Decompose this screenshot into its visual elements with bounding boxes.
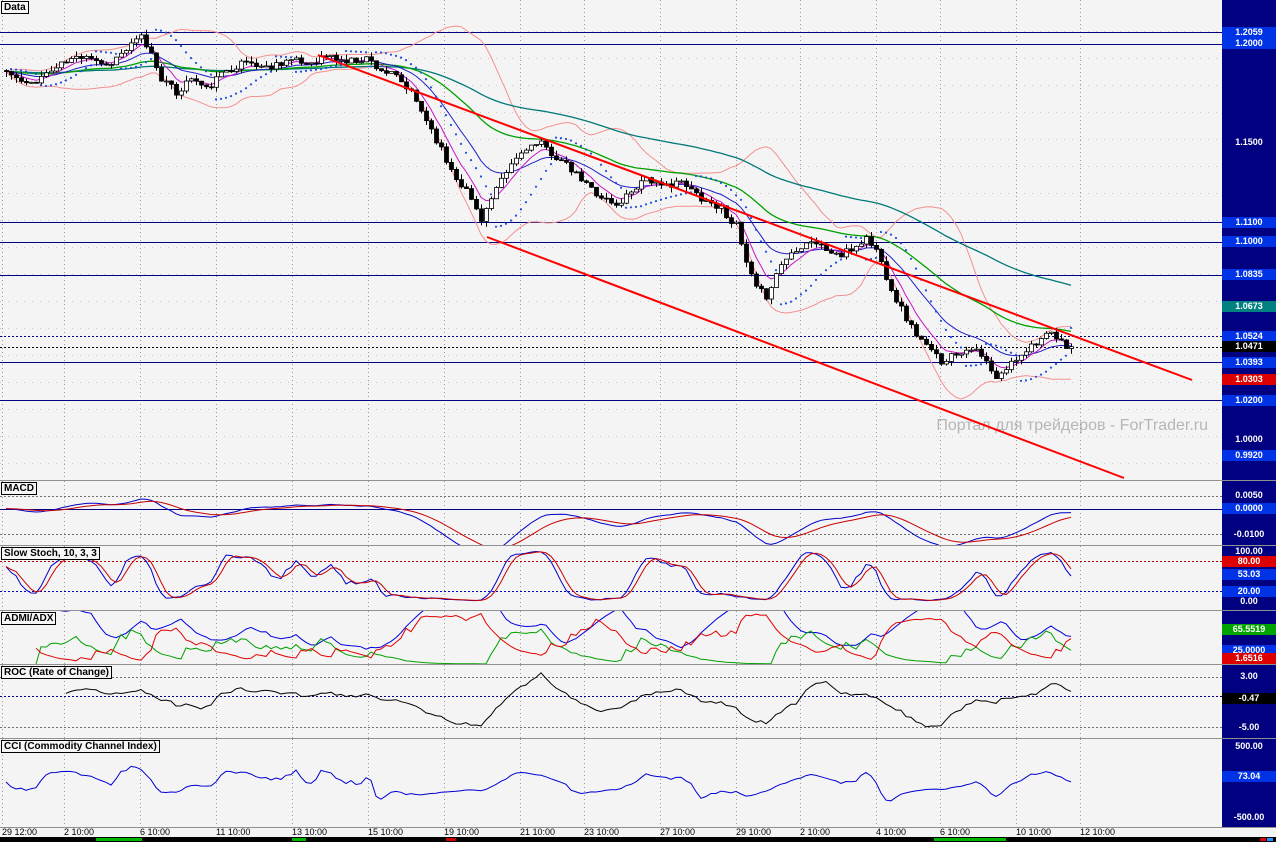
scale-label: 500.00 [1235, 741, 1263, 751]
scale-label: 1.0000 [1235, 434, 1263, 444]
price-chart-panel[interactable]: Портал для трейдеров - ForTrader.ru Data [0, 0, 1222, 480]
price-badge: 1.0303 [1222, 374, 1276, 385]
scale-label: 0.00 [1240, 596, 1258, 606]
data-availability-bar [0, 837, 1276, 842]
price-badge: 1.1000 [1222, 236, 1276, 247]
panel-title-data: Data [1, 1, 29, 14]
time-label: 2 10:00 [64, 827, 95, 837]
stochastic-scale[interactable]: 100.00 80.00 53.03 20.00 0.00 [1222, 545, 1276, 610]
adx-panel[interactable]: ADMI/ADX [0, 610, 1222, 664]
stochastic-panel[interactable]: Slow Stoch, 10, 3, 3 [0, 545, 1222, 610]
time-label: 2 10:00 [800, 827, 831, 837]
price-badge: 73.04 [1222, 771, 1276, 782]
time-label: 29 10:00 [736, 827, 772, 837]
price-badge: 1.2000 [1222, 38, 1276, 49]
cci-canvas[interactable] [0, 739, 1222, 827]
time-label: 13 10:00 [292, 827, 328, 837]
macd-panel[interactable]: MACD [0, 480, 1222, 545]
time-label: 19 10:00 [444, 827, 480, 837]
scale-label: -0.0100 [1233, 529, 1265, 539]
scale-label: 3.00 [1240, 671, 1258, 681]
cci-scale[interactable]: 500.00 73.04 -500.00 [1222, 738, 1276, 827]
price-badge: 0.0000 [1222, 503, 1276, 514]
price-badge: 1.0673 [1222, 301, 1276, 312]
time-label: 12 10:00 [1080, 827, 1116, 837]
price-badge: 1.1100 [1222, 217, 1276, 228]
price-badge: 0.9920 [1222, 450, 1276, 461]
scale-label: -5.00 [1238, 722, 1260, 732]
price-badge: 25.0000 [1222, 645, 1276, 656]
roc-panel[interactable]: ROC (Rate of Change) [0, 664, 1222, 738]
price-badge: 53.03 [1222, 569, 1276, 580]
panel-title-adx: ADMI/ADX [1, 612, 57, 625]
price-scale[interactable]: 1.2059 1.2000 1.1500 1.1100 1.1000 1.0835 1.06… [1222, 0, 1276, 480]
panel-title-macd: MACD [1, 482, 37, 495]
time-label: 10 10:00 [1016, 827, 1052, 837]
panel-title-stochastic: Slow Stoch, 10, 3, 3 [1, 547, 100, 560]
panel-title-cci: CCI (Commodity Channel Index) [1, 740, 160, 753]
scale-label: 1.1500 [1235, 137, 1263, 147]
time-label: 29 12:00 [2, 827, 38, 837]
macd-canvas[interactable] [0, 481, 1222, 545]
cci-panel[interactable]: CCI (Commodity Channel Index) [0, 738, 1222, 827]
panel-title-roc: ROC (Rate of Change) [1, 666, 112, 679]
macd-scale[interactable]: 0.0050 0.0000 -0.0100 [1222, 480, 1276, 545]
scale-label: 0.0050 [1235, 490, 1263, 500]
connection-status-icon [1260, 838, 1266, 841]
time-label: 4 10:00 [876, 827, 907, 837]
price-badge: 65.5519 [1222, 624, 1276, 635]
status-segment [446, 838, 456, 841]
price-badge: 1.0200 [1222, 395, 1276, 406]
scale-label: -500.00 [1233, 812, 1265, 822]
price-chart-canvas[interactable] [0, 0, 1222, 480]
status-segment [96, 838, 142, 841]
connection-status-icon [1267, 838, 1273, 841]
price-badge: 1.2059 [1222, 27, 1276, 38]
price-badge: 80.00 [1222, 556, 1276, 567]
time-label: 27 10:00 [660, 827, 696, 837]
status-segment [292, 838, 306, 841]
roc-scale[interactable]: 3.00 -0.47 -5.00 [1222, 664, 1276, 738]
time-axis[interactable]: 29 12:00 2 10:00 6 10:00 11 10:00 13 10:00 15… [0, 827, 1276, 842]
watermark: Портал для трейдеров - ForTrader.ru [936, 417, 1208, 434]
adx-scale[interactable]: 65.5519 25.0000 1.6516 [1222, 610, 1276, 664]
time-label: 21 10:00 [520, 827, 556, 837]
time-label: 15 10:00 [368, 827, 404, 837]
time-label: 6 10:00 [940, 827, 971, 837]
stochastic-canvas[interactable] [0, 546, 1222, 610]
time-label: 11 10:00 [216, 827, 251, 837]
price-badge: 1.6516 [1222, 653, 1276, 664]
adx-canvas[interactable] [0, 611, 1222, 664]
status-segment [934, 838, 1006, 841]
time-label: 6 10:00 [140, 827, 171, 837]
roc-canvas[interactable] [0, 665, 1222, 738]
price-badge: -0.47 [1222, 693, 1276, 704]
time-label: 23 10:00 [584, 827, 620, 837]
price-badge: 1.0524 [1222, 331, 1276, 342]
scale-label: 100.00 [1235, 546, 1263, 556]
price-badge: 20.00 [1222, 586, 1276, 597]
price-badge: 1.0471 [1222, 341, 1276, 352]
price-badge: 1.0393 [1222, 357, 1276, 368]
price-badge: 1.0835 [1222, 269, 1276, 280]
